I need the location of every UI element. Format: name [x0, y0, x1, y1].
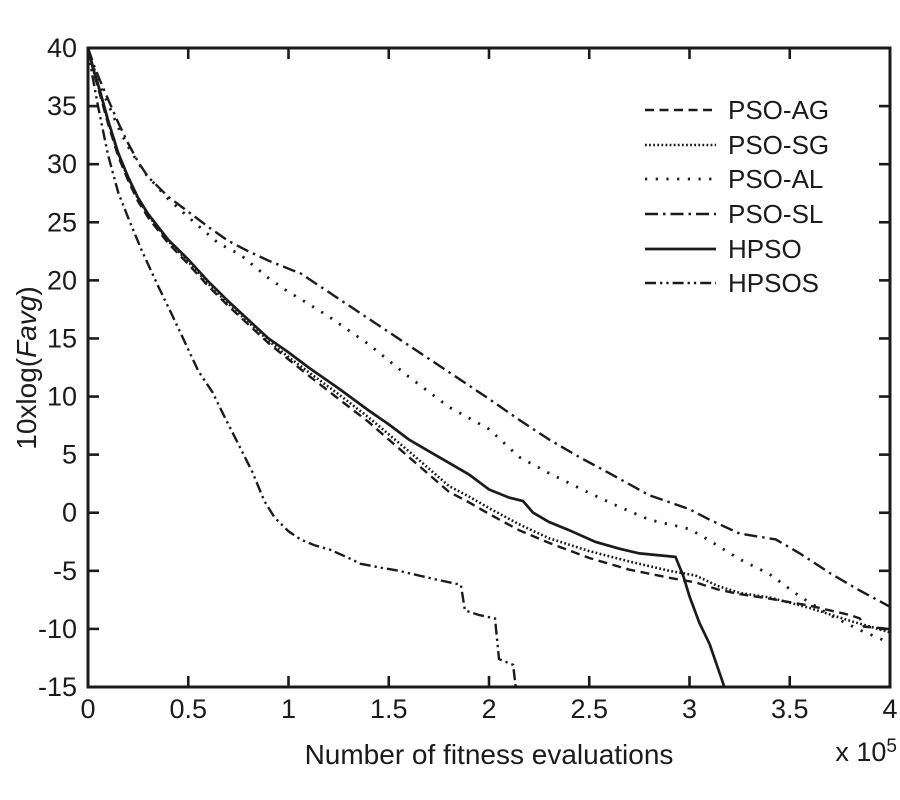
legend-line-sample	[645, 109, 716, 112]
x-axis-label: Number of fitness evaluations	[304, 739, 674, 770]
legend-item-pso-al: PSO-AL	[645, 162, 829, 197]
legend-line-sample	[645, 282, 716, 285]
x-axis-multiplier-label: x 105	[835, 735, 897, 768]
legend-line-sample	[645, 178, 716, 181]
y-axis-label-prefix: 10xlog(	[11, 357, 42, 450]
legend-line-sample	[645, 143, 716, 147]
x-tick-label: 3.5	[771, 694, 809, 724]
y-tick-label: 35	[47, 91, 77, 121]
x-tick-label: 2.5	[570, 694, 608, 724]
legend-label: HPSO	[728, 233, 802, 264]
x-tick-label: 0	[80, 694, 95, 724]
legend-line-sample	[645, 212, 716, 216]
legend-label: PSO-AG	[728, 95, 830, 126]
y-tick-label: 0	[62, 498, 77, 528]
legend-label: PSO-SG	[728, 129, 830, 160]
x-tick-label: 4	[882, 694, 897, 724]
legend-item-pso-ag: PSO-AG	[645, 93, 829, 128]
legend-item-hpsos: HPSOS	[645, 266, 829, 301]
legend-item-pso-sg: PSO-SG	[645, 128, 829, 163]
y-tick-label: -5	[53, 556, 77, 586]
x-axis-multiplier-exponent: 5	[886, 736, 897, 757]
legend: PSO-AG PSO-SG PSO-AL PSO-SL HPSO HPSOS	[645, 93, 829, 301]
legend-item-pso-sl: PSO-SL	[645, 197, 829, 232]
series-line-hpso	[88, 48, 726, 687]
y-tick-label: -10	[38, 614, 77, 644]
x-tick-label: 1	[281, 694, 296, 724]
x-tick-label: 3	[682, 694, 697, 724]
y-axis-label: 10xlog(Favg)	[11, 0, 42, 748]
legend-line-sample	[645, 247, 716, 251]
y-tick-label: 20	[47, 265, 77, 295]
legend-label: HPSOS	[728, 268, 820, 299]
x-tick-label: 2	[481, 694, 496, 724]
x-tick-label: 1.5	[370, 694, 408, 724]
y-tick-label: 15	[47, 323, 77, 353]
series-line-hpsos	[88, 48, 517, 687]
y-tick-label: -15	[38, 672, 77, 702]
y-tick-label: 10	[47, 382, 77, 412]
y-tick-label: 25	[47, 207, 77, 237]
y-axis-label-favg: Favg	[11, 295, 42, 358]
y-tick-label: 40	[47, 33, 77, 63]
x-tick-label: 0.5	[169, 694, 207, 724]
series-line-pso-ag	[88, 48, 890, 631]
y-tick-label: 30	[47, 149, 77, 179]
legend-item-hpso: HPSO	[645, 231, 829, 266]
x-axis-multiplier-base: x 10	[835, 737, 887, 767]
y-axis-label-suffix: )	[11, 286, 42, 296]
legend-label: PSO-SL	[728, 199, 824, 230]
y-tick-label: 5	[62, 440, 77, 470]
legend-label: PSO-AL	[728, 164, 824, 195]
series-line-pso-sl	[88, 48, 890, 608]
